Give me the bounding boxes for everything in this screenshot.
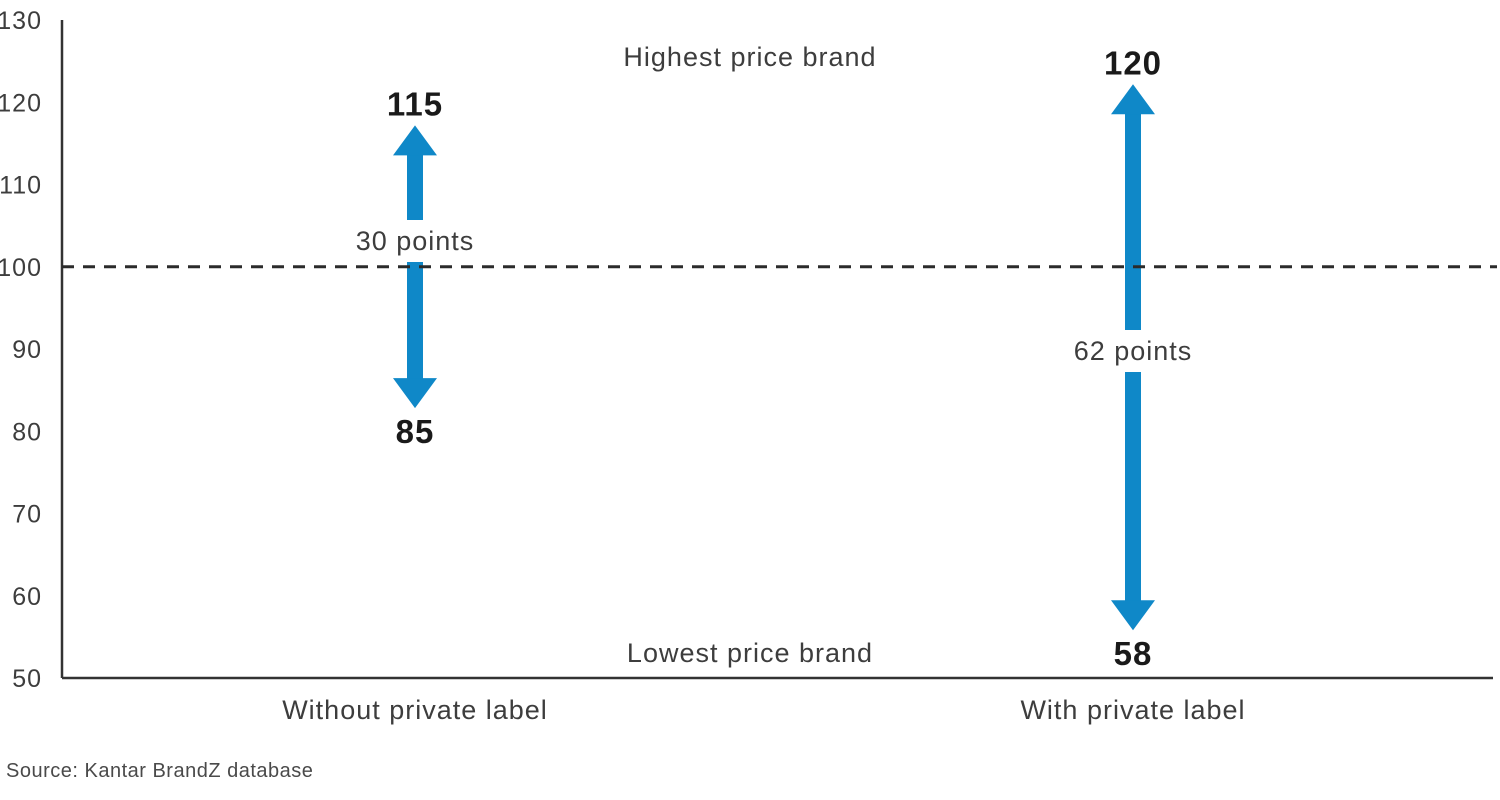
- high-value-label: 115: [387, 85, 443, 122]
- range-label-gap: [1057, 330, 1209, 372]
- low-value-label: 58: [1114, 635, 1153, 672]
- range-points-label: 30 points: [356, 226, 475, 256]
- y-tick-label: 100: [0, 254, 42, 282]
- category-label: With private label: [1020, 695, 1245, 725]
- arrow-down-head: [1111, 600, 1155, 631]
- y-tick-label: 80: [12, 418, 42, 446]
- arrow-down-head: [393, 378, 437, 409]
- low-value-label: 85: [396, 413, 435, 450]
- y-tick-label: 110: [0, 172, 42, 200]
- source-note: Source: Kantar BrandZ database: [6, 760, 314, 782]
- y-tick-label: 60: [12, 583, 42, 611]
- y-tick-label: 120: [0, 89, 42, 117]
- arrow-shaft: [407, 153, 423, 381]
- category-label: Without private label: [282, 695, 548, 725]
- range-points-label: 62 points: [1074, 336, 1193, 366]
- y-tick-label: 90: [12, 336, 42, 364]
- annotation-lowest-price-brand: Lowest price brand: [627, 638, 873, 668]
- y-tick-label: 70: [12, 501, 42, 529]
- arrow-up-head: [1111, 84, 1155, 115]
- y-tick-label: 130: [0, 7, 42, 35]
- y-tick-label: 50: [12, 665, 42, 693]
- annotation-highest-price-brand: Highest price brand: [623, 42, 876, 72]
- arrow-up-head: [393, 125, 437, 156]
- range-label-gap: [339, 220, 491, 262]
- high-value-label: 120: [1104, 44, 1162, 81]
